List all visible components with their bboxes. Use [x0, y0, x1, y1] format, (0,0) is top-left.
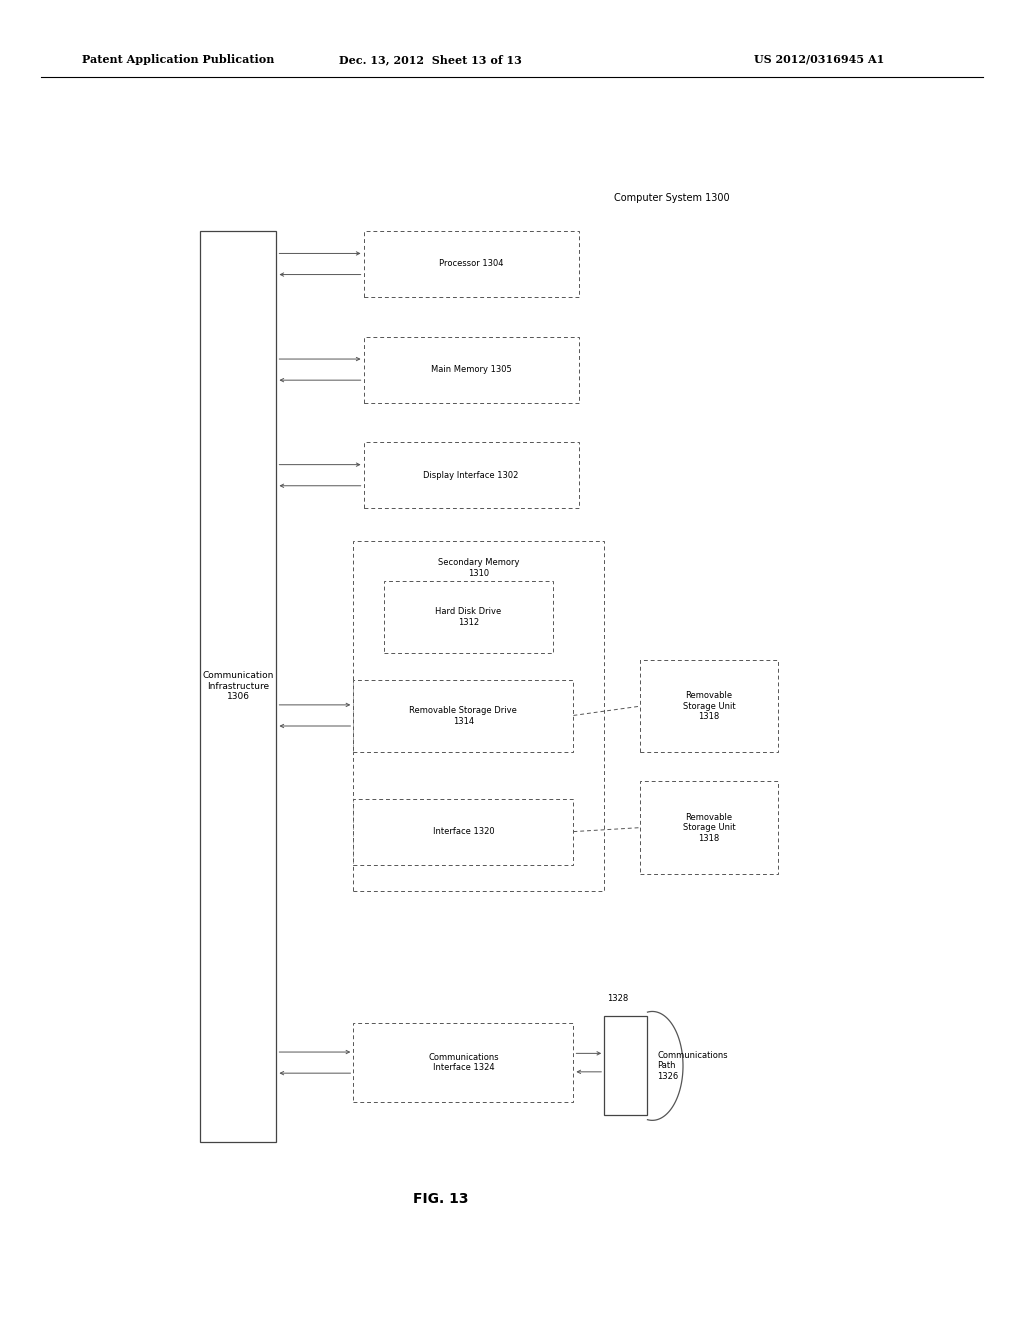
Bar: [353, 799, 573, 865]
Bar: [384, 581, 553, 653]
Text: Secondary Memory
1310: Secondary Memory 1310: [438, 558, 519, 578]
Text: Processor 1304: Processor 1304: [439, 260, 503, 268]
Text: Communications
Path
1326: Communications Path 1326: [657, 1051, 728, 1081]
Bar: [200, 231, 276, 1142]
Bar: [604, 1016, 647, 1115]
Text: FIG. 13: FIG. 13: [413, 1192, 468, 1205]
Text: Dec. 13, 2012  Sheet 13 of 13: Dec. 13, 2012 Sheet 13 of 13: [339, 54, 521, 65]
Text: Hard Disk Drive
1312: Hard Disk Drive 1312: [435, 607, 502, 627]
Text: Removable
Storage Unit
1318: Removable Storage Unit 1318: [683, 813, 735, 842]
Text: Interface 1320: Interface 1320: [432, 828, 495, 836]
Bar: [353, 541, 604, 891]
Bar: [364, 337, 579, 403]
Text: US 2012/0316945 A1: US 2012/0316945 A1: [754, 54, 885, 65]
Text: Communications
Interface 1324: Communications Interface 1324: [428, 1053, 499, 1072]
Bar: [640, 781, 778, 874]
Text: Communication
Infrastructure
1306: Communication Infrastructure 1306: [203, 672, 273, 701]
Bar: [640, 660, 778, 752]
Bar: [353, 1023, 573, 1102]
Text: Removable Storage Drive
1314: Removable Storage Drive 1314: [410, 706, 517, 726]
Bar: [364, 231, 579, 297]
Bar: [353, 680, 573, 752]
Text: Display Interface 1302: Display Interface 1302: [423, 471, 519, 479]
Text: Removable
Storage Unit
1318: Removable Storage Unit 1318: [683, 692, 735, 721]
Text: 1328: 1328: [607, 994, 629, 1003]
Text: Main Memory 1305: Main Memory 1305: [431, 366, 511, 374]
Text: Computer System 1300: Computer System 1300: [614, 193, 730, 203]
Bar: [364, 442, 579, 508]
Text: Patent Application Publication: Patent Application Publication: [82, 54, 274, 65]
